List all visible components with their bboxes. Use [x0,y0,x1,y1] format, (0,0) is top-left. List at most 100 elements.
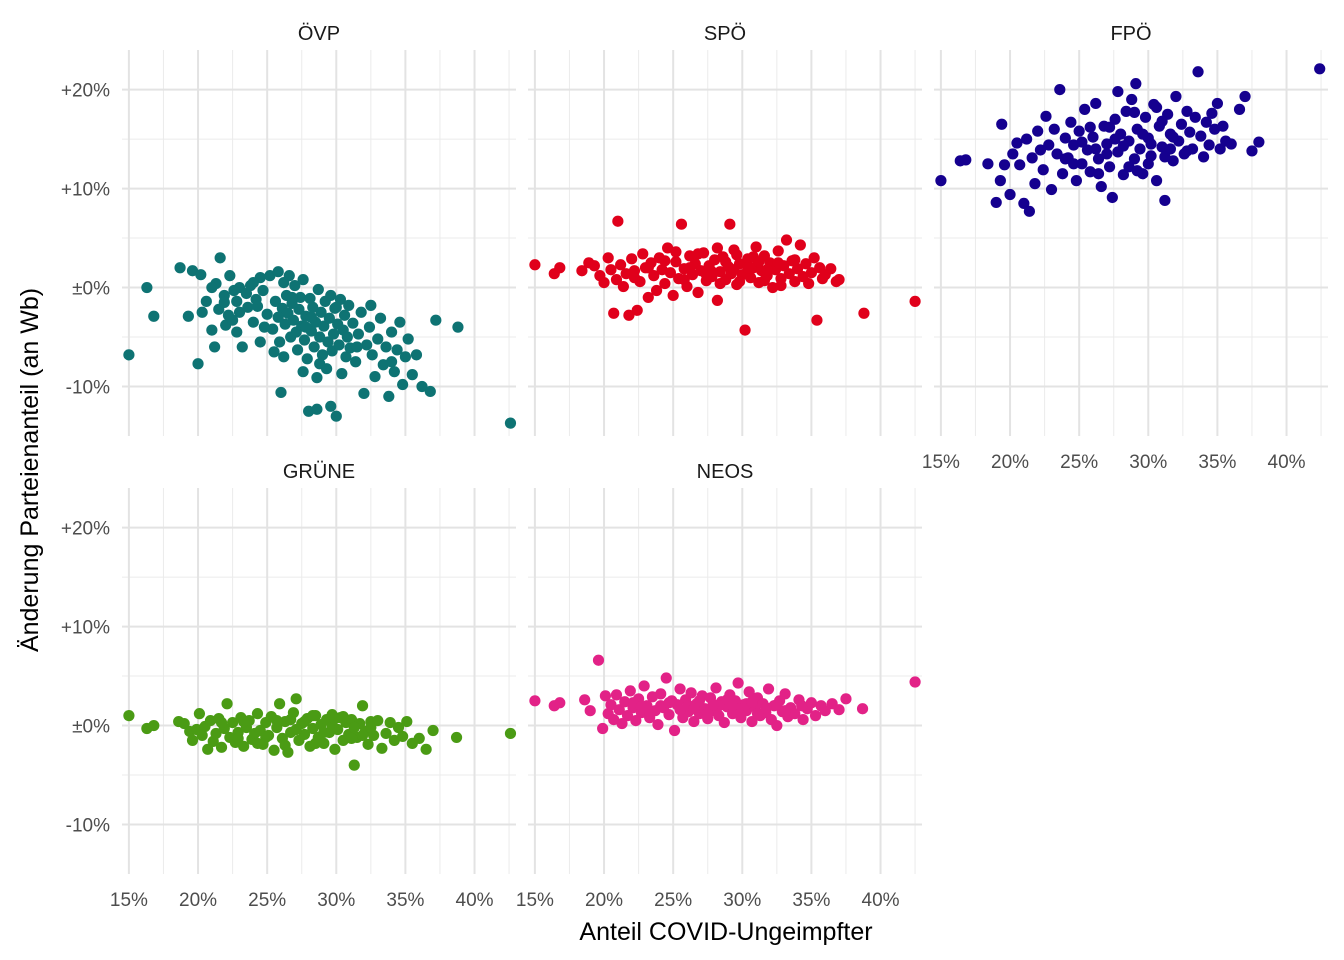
data-point [1051,148,1063,160]
panel-title: ÖVP [298,23,340,45]
data-point [746,715,758,728]
data-point [667,289,679,302]
data-point [420,743,432,755]
data-point [554,697,566,709]
data-point [662,242,674,254]
data-point [307,722,319,735]
data-point [1092,168,1105,180]
data-point [186,734,199,746]
data-point [576,265,588,277]
data-point [330,301,342,313]
data-point [272,266,284,278]
y-tick-label: ±0% [72,717,110,738]
y-tick-label: +20% [61,519,110,540]
data-point [365,299,377,311]
data-point [771,699,783,711]
data-point [380,727,392,740]
data-point [711,294,723,307]
data-point [731,249,743,261]
data-point [789,276,801,288]
data-point [761,264,773,276]
x-tick-label: 25% [654,890,692,911]
data-point [743,686,755,698]
data-point [178,717,190,730]
data-point [289,279,301,292]
data-point [1137,128,1149,140]
data-point [630,714,642,727]
data-point [380,341,392,353]
data-point [789,708,801,720]
data-point [372,714,384,727]
data-point [221,698,233,710]
data-point [1018,197,1030,210]
data-point [811,314,823,326]
data-point [775,279,787,292]
data-point [1203,139,1215,151]
data-point [450,731,463,744]
data-point [1065,116,1077,128]
data-point [858,307,870,319]
data-point [330,410,342,422]
data-point [753,256,765,268]
data-point [732,677,744,689]
data-point [621,710,634,722]
data-point [1101,138,1113,150]
data-point [247,276,259,289]
data-point [430,314,442,326]
data-point [714,266,726,278]
data-point [1167,131,1179,143]
data-point [504,727,517,740]
data-point [720,256,732,268]
y-axis-title: Änderung Parteienanteil (an Wb) [16,288,44,652]
data-point [1081,144,1094,156]
data-point [1087,131,1099,143]
data-point [192,358,204,370]
data-point [1123,161,1135,173]
data-point [242,301,254,313]
data-point [588,260,600,272]
data-point [236,341,248,353]
data-point [615,259,627,271]
data-point [1239,90,1251,103]
data-point [279,318,291,330]
data-point [796,700,808,712]
data-point [350,356,362,368]
data-point [1206,107,1218,119]
data-point [746,696,758,708]
data-point [762,683,775,695]
data-point [674,683,686,695]
data-point [825,263,837,275]
data-point [352,328,364,340]
data-point [348,721,360,734]
data-point [724,218,736,230]
x-tick-label: 40% [456,890,494,911]
points-neos [529,654,921,737]
data-point [148,719,160,732]
data-point [960,154,972,166]
data-point [610,274,623,286]
data-point [222,309,235,321]
data-point [365,721,377,734]
data-point [1101,148,1113,160]
data-point [1059,153,1071,165]
y-tick-label: +10% [61,180,110,201]
data-point [384,716,396,729]
data-point [283,270,295,282]
data-point [714,277,726,290]
data-point [1211,97,1224,110]
data-point [663,709,675,721]
data-point [744,272,757,284]
data-point [800,258,812,270]
data-point [260,731,272,744]
data-point [397,730,409,743]
data-point [215,741,228,753]
data-point [856,703,869,715]
data-point [209,341,221,353]
data-point [300,321,312,333]
data-point [206,324,218,336]
data-point [307,301,319,313]
data-point [819,705,831,717]
data-point [1181,105,1193,117]
data-point [1128,106,1141,118]
data-point [343,299,355,311]
